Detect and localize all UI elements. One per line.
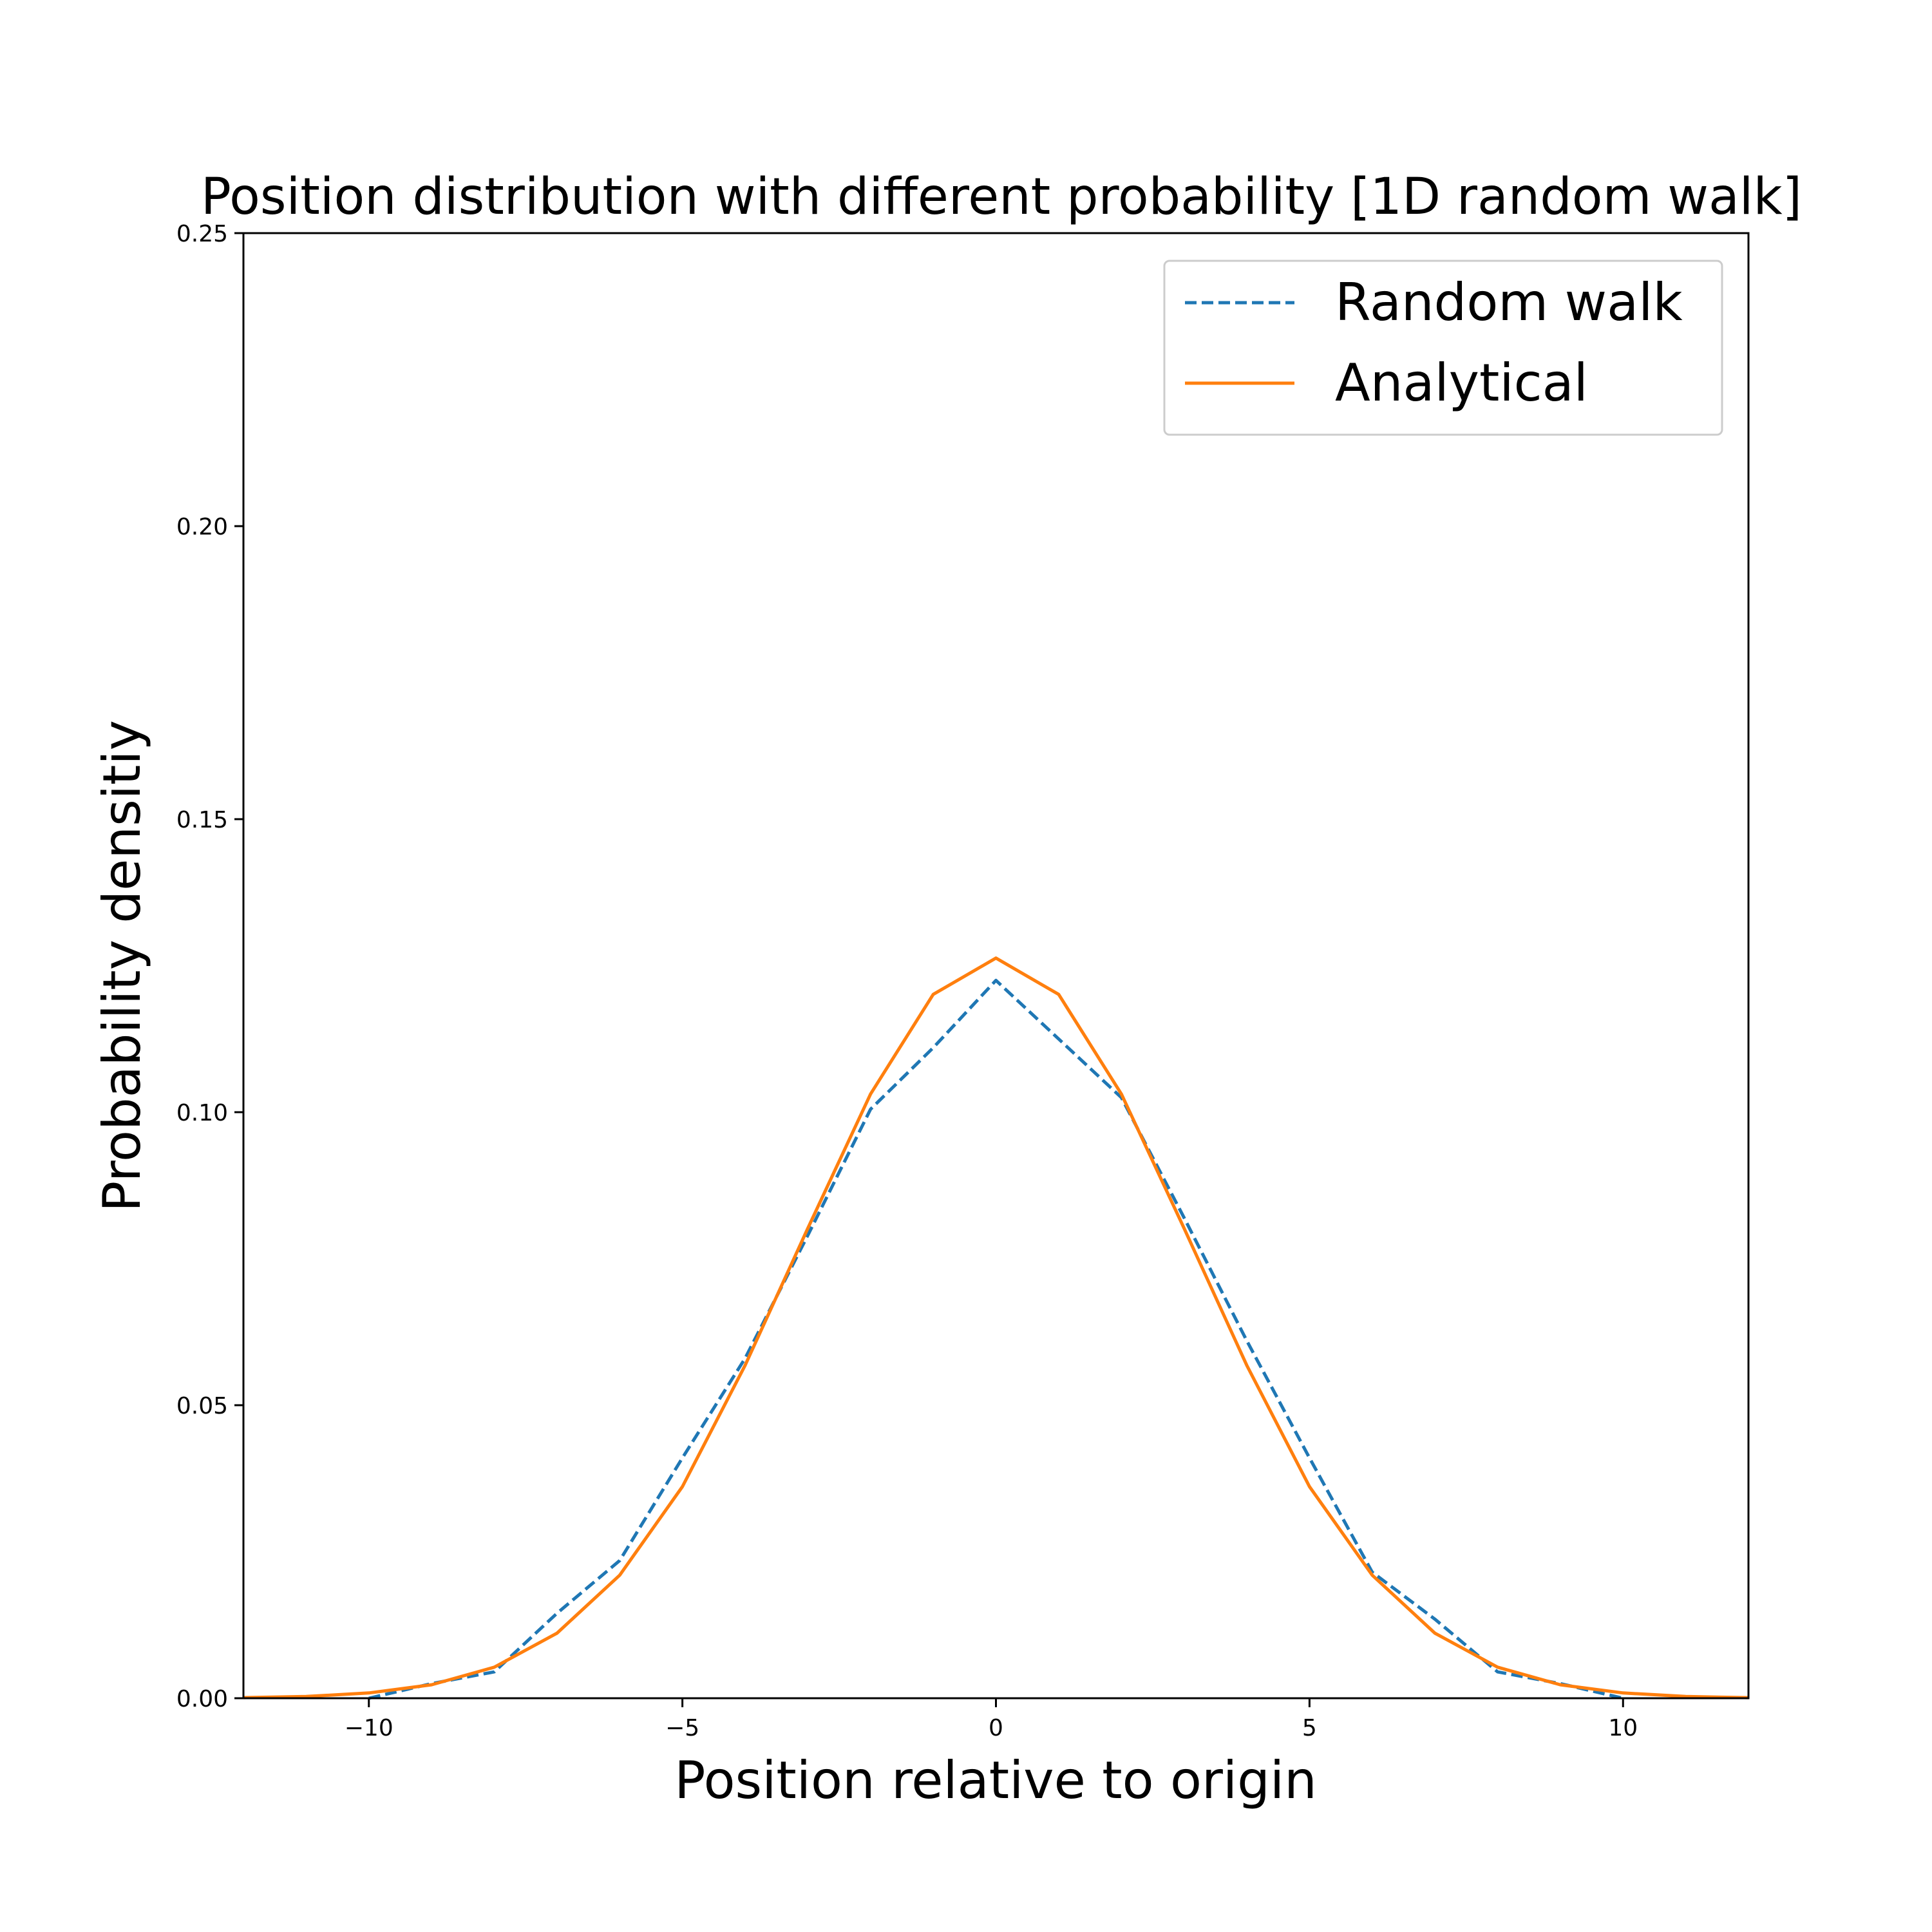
y-tick-label: 0.25 xyxy=(176,221,228,247)
y-tick-label: 0.20 xyxy=(176,514,228,540)
x-tick-label: 10 xyxy=(1608,1715,1638,1741)
legend: Random walk Analytical xyxy=(1163,260,1723,436)
series-layer xyxy=(243,956,1749,1700)
y-tick-label: 0.00 xyxy=(176,1686,228,1712)
y-axis-label: Probability densitiy xyxy=(92,720,152,1212)
y-tick-label: 0.10 xyxy=(176,1100,228,1126)
legend-label-random-walk: Random walk xyxy=(1335,272,1683,332)
x-axis-label: Position relative to origin xyxy=(674,1750,1317,1810)
series-line-random-walk xyxy=(368,978,1624,1700)
chart-title: Position distribution with different pro… xyxy=(201,168,1802,226)
x-tick-label: 5 xyxy=(1302,1715,1317,1741)
x-tick-label: −10 xyxy=(345,1715,393,1741)
y-tick-label: 0.05 xyxy=(176,1393,228,1419)
series-line-analytical xyxy=(243,956,1749,1700)
x-tick-label: −5 xyxy=(665,1715,699,1741)
y-tick-label: 0.15 xyxy=(176,807,228,833)
legend-label-analytical: Analytical xyxy=(1335,353,1588,413)
y-axis-ticks: 0.00 0.05 0.10 0.15 0.20 0.25 xyxy=(176,221,243,1712)
x-tick-label: 0 xyxy=(989,1715,1003,1741)
x-axis-ticks: −10 −5 0 5 10 xyxy=(345,1698,1638,1741)
legend-frame xyxy=(1163,260,1723,436)
